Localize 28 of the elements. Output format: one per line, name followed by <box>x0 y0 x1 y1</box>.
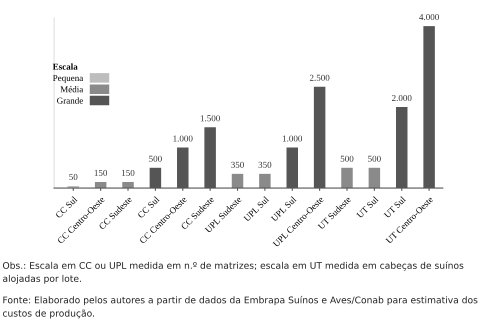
data-label: 1.500 <box>200 115 220 122</box>
bar <box>94 182 106 188</box>
x-tick-label: UPL Sul <box>243 196 270 222</box>
bar <box>341 168 353 188</box>
data-label: 500 <box>368 156 381 162</box>
data-label: 150 <box>122 170 134 176</box>
data-label: 4.000 <box>419 14 439 20</box>
data-label: 350 <box>258 162 272 168</box>
data-label: 350 <box>231 162 244 168</box>
legend-title: Escala <box>52 63 78 70</box>
data-label: 150 <box>94 170 108 176</box>
data-label: 2.500 <box>310 74 330 81</box>
source-note: Fonte: Elaborado pelos autores a partir de dados da Embrapa Suínos e Aves/Conab para estimativa dos custos de produção. <box>2 296 478 318</box>
bar <box>368 168 380 188</box>
legend-label: Grande <box>57 97 83 104</box>
x-tick-label: UT Sul <box>356 196 379 219</box>
data-label: 1.000 <box>282 135 302 142</box>
legend-label: Pequena <box>52 75 84 83</box>
bar <box>122 182 134 188</box>
bar <box>232 174 244 188</box>
data-label: 50 <box>69 174 78 180</box>
data-label: 1.000 <box>173 135 193 142</box>
data-label: 500 <box>149 156 162 162</box>
data-label: 500 <box>340 156 354 162</box>
bar <box>259 174 271 188</box>
data-label: 2.000 <box>392 94 412 102</box>
text: Obs.: Escala em CC ou UPL medida em n.º de matrizes; escala em UT medida em cabeças de suínos alojadas por lote. <box>2 261 464 284</box>
legend-label: Média <box>60 86 84 92</box>
